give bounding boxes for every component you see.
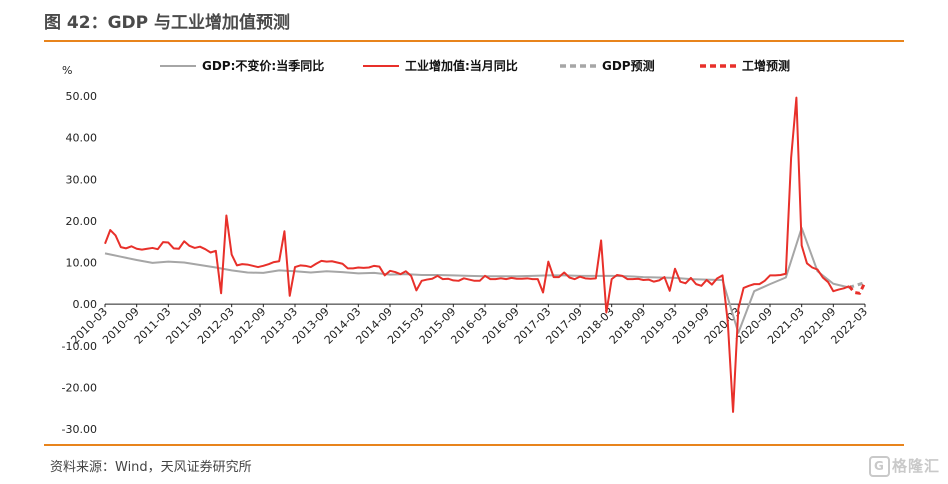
title-divider <box>44 40 904 42</box>
y-tick-label: -30.00 <box>62 423 97 436</box>
y-tick-label: 20.00 <box>66 215 98 228</box>
y-tick-label: 10.00 <box>66 257 98 270</box>
y-tick-label: -10.00 <box>62 340 97 353</box>
y-tick-label: -20.00 <box>62 381 97 394</box>
line-chart: % 50.00 40.00 30.00 20.00 10.00 0.00 -10.00 -20.… <box>62 58 871 436</box>
series-line-4 <box>848 281 867 295</box>
y-unit-label: % <box>62 64 72 77</box>
footer-divider <box>44 444 904 446</box>
series-line-3 <box>848 281 866 289</box>
legend-label-1: GDP:不变价:当季同比 <box>202 58 324 73</box>
watermark-mark: G <box>868 456 890 477</box>
watermark-logo: G 格隆汇 <box>868 455 940 477</box>
watermark-text: 格隆汇 <box>891 457 940 475</box>
chart-title: 图 42：GDP 与工业增加值预测 <box>44 13 291 33</box>
y-tick-label: 50.00 <box>66 90 98 103</box>
legend-label-4: 工增预测 <box>742 58 790 73</box>
y-tick-label: 40.00 <box>66 132 98 145</box>
legend-label-3: GDP预测 <box>602 58 655 73</box>
y-tick-label: 30.00 <box>66 173 98 186</box>
series-line-2 <box>104 96 850 413</box>
legend-label-2: 工业增加值:当月同比 <box>405 58 518 73</box>
y-tick-label: 0.00 <box>73 298 98 311</box>
source-note: 资料来源：Wind，天风证券研究所 <box>50 460 252 475</box>
series-line-1 <box>104 226 850 334</box>
